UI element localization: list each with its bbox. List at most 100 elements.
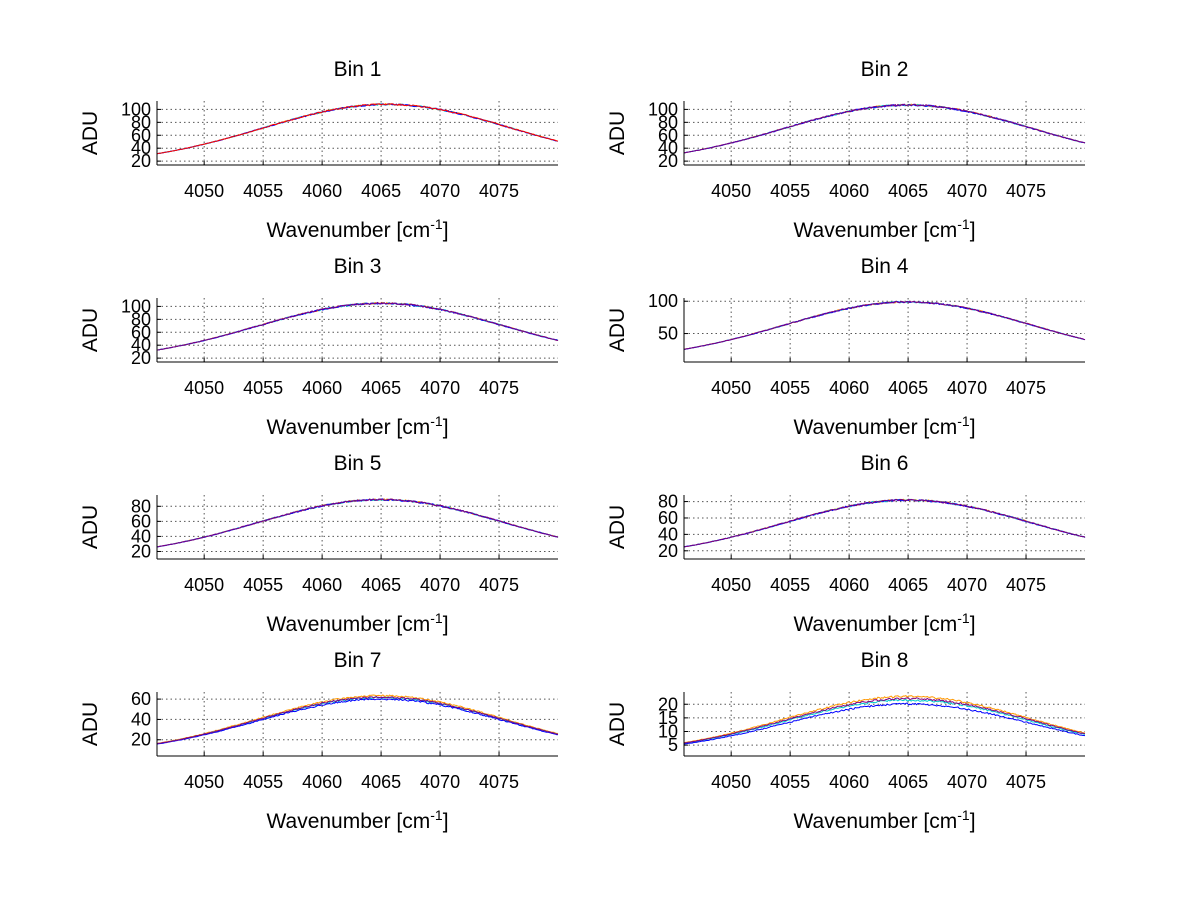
x-tick-label: 4050: [184, 181, 224, 201]
series-line-s2: [156, 302, 559, 351]
x-tick-label: 4060: [829, 181, 869, 201]
x-axis-label: Wavenumber [cm-1]: [793, 216, 975, 242]
chart-title: Bin 4: [861, 255, 909, 278]
series-line-s2: [156, 103, 559, 155]
x-tick-label: 4055: [243, 378, 283, 398]
y-tick-label: 60: [131, 689, 151, 709]
x-tick-label: 4055: [770, 181, 810, 201]
x-tick-label: 4060: [302, 575, 342, 595]
chart-title: Bin 2: [861, 58, 909, 81]
x-axis-label-sup: -1: [957, 807, 970, 823]
x-tick-label: 4050: [184, 378, 224, 398]
y-tick-label: 80: [658, 492, 678, 512]
x-tick-label: 4060: [829, 772, 869, 792]
x-tick-label: 4070: [947, 575, 987, 595]
x-tick-label: 4070: [420, 181, 460, 201]
x-tick-label: 4050: [711, 772, 751, 792]
y-tick-label: 100: [121, 99, 151, 119]
x-axis-label-end: ]: [443, 613, 449, 636]
y-tick-label: 80: [658, 112, 678, 132]
y-tick-label: 20: [131, 348, 151, 368]
y-tick-label: 15: [658, 708, 678, 728]
series-line-s4: [156, 498, 559, 548]
x-tick-label: 4065: [888, 378, 928, 398]
x-tick-label: 4075: [1006, 378, 1046, 398]
x-axis-label-sup: -1: [430, 807, 443, 823]
x-tick-label: 4075: [479, 181, 519, 201]
series-line-s2: [683, 498, 1086, 548]
x-tick-label: 4075: [479, 575, 519, 595]
x-axis-label-sup: -1: [430, 216, 443, 232]
x-tick-label: 4070: [947, 772, 987, 792]
x-axis-label-text: Wavenumber [cm: [266, 416, 430, 439]
series-line-s1: [156, 498, 559, 548]
series-line-s3: [156, 302, 559, 351]
y-tick-label: 60: [131, 322, 151, 342]
x-tick-label: 4050: [184, 575, 224, 595]
series-line-s1: [156, 694, 559, 744]
x-axis-label-text: Wavenumber [cm: [266, 613, 430, 636]
x-axis-label: Wavenumber [cm-1]: [793, 807, 975, 833]
x-tick-label: 4055: [770, 772, 810, 792]
y-tick-label: 20: [658, 541, 678, 561]
y-tick-label: 10: [658, 721, 678, 741]
x-axis-label: Wavenumber [cm-1]: [793, 413, 975, 439]
x-axis-label-end: ]: [970, 613, 976, 636]
x-tick-label: 4055: [243, 772, 283, 792]
chart-title: Bin 8: [861, 649, 909, 672]
x-tick-label: 4060: [302, 181, 342, 201]
y-tick-label: 100: [121, 296, 151, 316]
y-tick-label: 60: [658, 508, 678, 528]
y-tick-label: 5: [668, 735, 678, 755]
series-line-s4: [156, 695, 559, 745]
x-axis-label-sup: -1: [957, 216, 970, 232]
y-tick-label: 80: [131, 496, 151, 516]
series-line-s1: [156, 301, 559, 351]
series-line-s2: [683, 300, 1086, 350]
y-tick-label: 80: [131, 112, 151, 132]
x-axis-label: Wavenumber [cm-1]: [266, 413, 448, 439]
series-line-s3: [156, 698, 559, 745]
chart-title: Bin 3: [334, 255, 382, 278]
y-tick-label: 20: [131, 151, 151, 171]
x-tick-label: 4050: [711, 181, 751, 201]
series-line-s3: [683, 103, 1086, 154]
chart-title: Bin 6: [861, 452, 909, 475]
x-tick-label: 4070: [947, 181, 987, 201]
x-tick-label: 4065: [361, 378, 401, 398]
x-axis-label-end: ]: [970, 810, 976, 833]
x-axis-label-text: Wavenumber [cm: [793, 416, 957, 439]
x-tick-label: 4075: [479, 378, 519, 398]
y-axis-label: ADU: [79, 111, 102, 155]
x-axis-label-text: Wavenumber [cm: [793, 810, 957, 833]
chart-title: Bin 1: [334, 58, 382, 81]
y-tick-label: 40: [131, 526, 151, 546]
y-tick-label: 60: [658, 125, 678, 145]
x-tick-label: 4065: [361, 575, 401, 595]
x-tick-label: 4050: [711, 575, 751, 595]
y-tick-label: 40: [658, 524, 678, 544]
series-line-s2: [683, 699, 1086, 744]
x-tick-label: 4070: [420, 772, 460, 792]
y-tick-label: 20: [131, 541, 151, 561]
y-tick-label: 40: [131, 138, 151, 158]
series-line-s4: [683, 697, 1086, 744]
y-axis-label: ADU: [606, 308, 629, 352]
x-tick-label: 4055: [770, 378, 810, 398]
series-line-s3: [683, 300, 1086, 350]
x-axis-label-sup: -1: [957, 610, 970, 626]
x-tick-label: 4050: [184, 772, 224, 792]
y-tick-label: 100: [648, 291, 678, 311]
series-line-s2: [156, 498, 559, 548]
y-tick-label: 60: [131, 125, 151, 145]
x-axis-label: Wavenumber [cm-1]: [266, 807, 448, 833]
x-axis-label: Wavenumber [cm-1]: [793, 610, 975, 636]
x-tick-label: 4060: [302, 772, 342, 792]
x-axis-label-end: ]: [443, 810, 449, 833]
x-tick-label: 4070: [420, 378, 460, 398]
y-axis-label: ADU: [79, 308, 102, 352]
